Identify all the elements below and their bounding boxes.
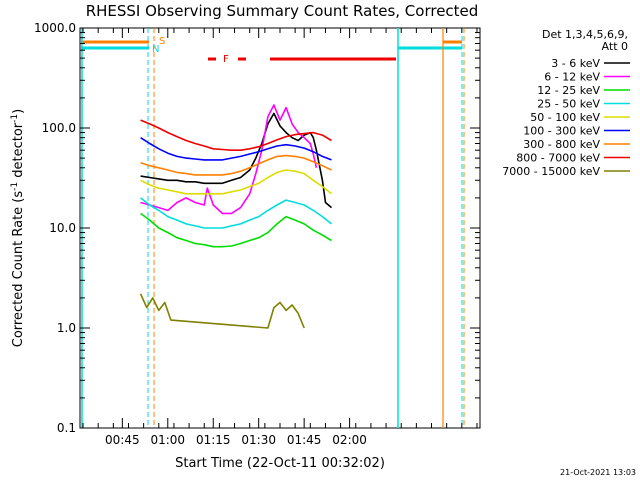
x-tick-label: 01:00 [150, 433, 185, 447]
legend-entry-label: 800 - 7000 keV [516, 152, 600, 165]
x-tick-label: 02:00 [332, 433, 367, 447]
series-line-4 [140, 169, 333, 195]
legend-entry-label: 50 - 100 keV [530, 111, 600, 124]
saa-flag-label: S [159, 36, 165, 47]
legend-entry-label: 7000 - 15000 keV [502, 165, 600, 178]
legend-header-1: Det 1,3,4,5,6,9, [542, 28, 628, 41]
flare-flag-label: F [223, 54, 229, 65]
legend-entry-label: 25 - 50 keV [537, 98, 600, 111]
y-axis-label-sup2: -1 [10, 114, 20, 123]
legend-entry-label: 100 - 300 keV [523, 125, 600, 138]
y-axis-label-main: Corrected Count Rate (s [11, 191, 26, 348]
axes-layer: 0.1 1.0 10.0 100.0 1000.0 00:45 01:00 01:15 01:3… [34, 21, 480, 447]
chart-title: RHESSI Observing Summary Count Rates, Co… [86, 2, 479, 20]
series-line-7 [140, 119, 332, 151]
plot-frame [79, 27, 481, 429]
series-line-5 [140, 137, 332, 161]
series-line-8 [139, 293, 305, 329]
legend-entry-label: 300 - 800 keV [523, 138, 600, 151]
series-line-0 [140, 112, 333, 209]
legend-entry-label: 12 - 25 keV [537, 84, 600, 97]
series-line-2 [140, 212, 332, 248]
y-tick-label: 10.0 [49, 221, 76, 235]
night-flag-label: N [152, 44, 159, 55]
y-axis-label-end: ) [11, 109, 26, 114]
legend-entry-label: 6 - 12 keV [544, 71, 600, 84]
x-tick-label: 01:30 [241, 433, 276, 447]
y-tick-label: 100.0 [42, 121, 76, 135]
y-tick-label: 1.0 [57, 321, 76, 335]
series-layer [139, 104, 333, 329]
legend-header-2: Att 0 [602, 40, 628, 53]
series-line-6 [140, 154, 332, 176]
x-tick-label: 01:45 [287, 433, 322, 447]
x-tick-label: 01:15 [196, 433, 231, 447]
y-tick-label: 0.1 [57, 421, 76, 435]
y-tick-label: 1000.0 [34, 21, 76, 35]
series-line-3 [140, 197, 333, 229]
footer-date: 21-Oct-2021 13:03 [560, 468, 636, 477]
x-axis-label: Start Time (22-Oct-11 00:32:02) [175, 456, 385, 471]
x-tick-label: 00:45 [105, 433, 140, 447]
legend-entry-label: 3 - 6 keV [551, 57, 600, 70]
y-axis-label-sup1: -1 [10, 182, 20, 191]
y-axis-label: Corrected Count Rate (s-1 detector-1) [10, 109, 26, 347]
y-axis-label-mid: detector [11, 122, 26, 182]
series-line-1 [140, 104, 318, 215]
